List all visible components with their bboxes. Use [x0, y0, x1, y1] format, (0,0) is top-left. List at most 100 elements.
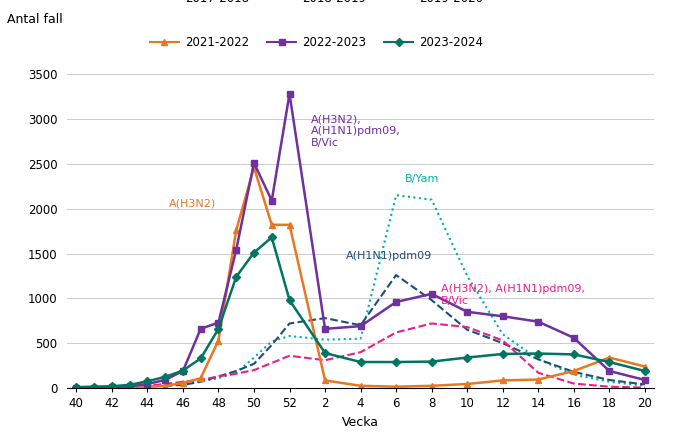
2017-2018	[463, 273, 471, 279]
2017-2018	[268, 339, 276, 344]
2021-2022	[179, 381, 187, 386]
2021-2022	[570, 368, 578, 374]
2019-2020	[161, 382, 169, 387]
Legend: 2021-2022, 2022-2023, 2023-2024: 2021-2022, 2022-2023, 2023-2024	[150, 36, 483, 49]
2021-2022	[161, 383, 169, 388]
2018-2019	[605, 377, 613, 382]
2019-2020	[108, 385, 116, 390]
2019-2020	[427, 321, 435, 326]
2023-2024	[179, 368, 187, 373]
2021-2022	[286, 222, 294, 228]
2021-2022	[534, 377, 543, 382]
2019-2020	[357, 350, 365, 355]
2021-2022	[427, 383, 435, 388]
2019-2020	[641, 385, 649, 390]
2019-2020	[72, 385, 80, 390]
2022-2023	[641, 377, 649, 382]
2018-2019	[392, 272, 400, 278]
2017-2018	[392, 193, 400, 198]
Line: 2019-2020: 2019-2020	[76, 324, 645, 388]
2022-2023	[534, 319, 543, 324]
2018-2019	[321, 316, 329, 321]
2019-2020	[125, 384, 133, 389]
2022-2023	[286, 91, 294, 96]
2023-2024	[161, 374, 169, 379]
2017-2018	[570, 372, 578, 377]
2022-2023	[268, 198, 276, 203]
2022-2023	[570, 335, 578, 341]
2021-2022	[641, 364, 649, 369]
2021-2022	[463, 382, 471, 387]
2018-2019	[250, 361, 258, 366]
2017-2018	[641, 383, 649, 388]
2019-2020	[534, 370, 543, 375]
2022-2023	[90, 385, 98, 390]
2022-2023	[250, 160, 258, 166]
2018-2019	[463, 327, 471, 332]
2019-2020	[570, 381, 578, 386]
2017-2018	[214, 375, 222, 381]
2021-2022	[392, 384, 400, 389]
2018-2019	[108, 385, 116, 390]
2018-2019	[214, 374, 222, 379]
2022-2023	[392, 300, 400, 305]
2019-2020	[90, 385, 98, 390]
2017-2018	[197, 379, 205, 385]
2021-2022	[90, 385, 98, 390]
Text: B/Yam: B/Yam	[405, 174, 439, 184]
2019-2020	[463, 324, 471, 330]
2021-2022	[197, 375, 205, 381]
2017-2018	[125, 384, 133, 389]
2019-2020	[214, 374, 222, 379]
2017-2018	[605, 379, 613, 385]
2023-2024	[268, 235, 276, 240]
2021-2022	[144, 384, 152, 389]
2018-2019	[641, 382, 649, 387]
2019-2020	[268, 360, 276, 365]
2018-2019	[179, 382, 187, 388]
2022-2023	[161, 377, 169, 382]
2021-2022	[250, 165, 258, 170]
Text: A(H3N2), A(H1N1)pdm09,
B/Vic: A(H3N2), A(H1N1)pdm09, B/Vic	[441, 284, 584, 306]
X-axis label: Vecka: Vecka	[342, 416, 379, 429]
2022-2023	[321, 326, 329, 331]
2021-2022	[268, 222, 276, 228]
2021-2022	[321, 378, 329, 383]
2018-2019	[161, 383, 169, 388]
2023-2024	[72, 385, 80, 390]
Text: A(H1N1)pdm09: A(H1N1)pdm09	[346, 251, 433, 261]
2018-2019	[357, 323, 365, 328]
2022-2023	[427, 291, 435, 296]
2023-2024	[605, 359, 613, 364]
2017-2018	[161, 382, 169, 388]
Text: A(H3N2): A(H3N2)	[168, 199, 216, 209]
2018-2019	[499, 341, 507, 346]
2023-2024	[286, 297, 294, 303]
2023-2024	[125, 382, 133, 388]
2021-2022	[357, 383, 365, 388]
2019-2020	[179, 379, 187, 385]
2019-2020	[197, 377, 205, 382]
2017-2018	[72, 385, 80, 390]
2019-2020	[392, 330, 400, 335]
2019-2020	[144, 383, 152, 388]
2019-2020	[499, 338, 507, 343]
2018-2019	[286, 321, 294, 326]
2019-2020	[250, 368, 258, 373]
2022-2023	[214, 320, 222, 325]
2023-2024	[197, 356, 205, 361]
2019-2020	[232, 371, 240, 376]
2018-2019	[268, 342, 276, 347]
2022-2023	[463, 309, 471, 314]
2019-2020	[321, 358, 329, 363]
2023-2024	[90, 384, 98, 389]
2022-2023	[108, 385, 116, 390]
2023-2024	[463, 355, 471, 360]
2023-2024	[641, 368, 649, 374]
2017-2018	[90, 385, 98, 390]
2023-2024	[392, 359, 400, 364]
2022-2023	[605, 368, 613, 374]
2023-2024	[250, 250, 258, 255]
2019-2020	[286, 353, 294, 358]
2023-2024	[427, 359, 435, 364]
